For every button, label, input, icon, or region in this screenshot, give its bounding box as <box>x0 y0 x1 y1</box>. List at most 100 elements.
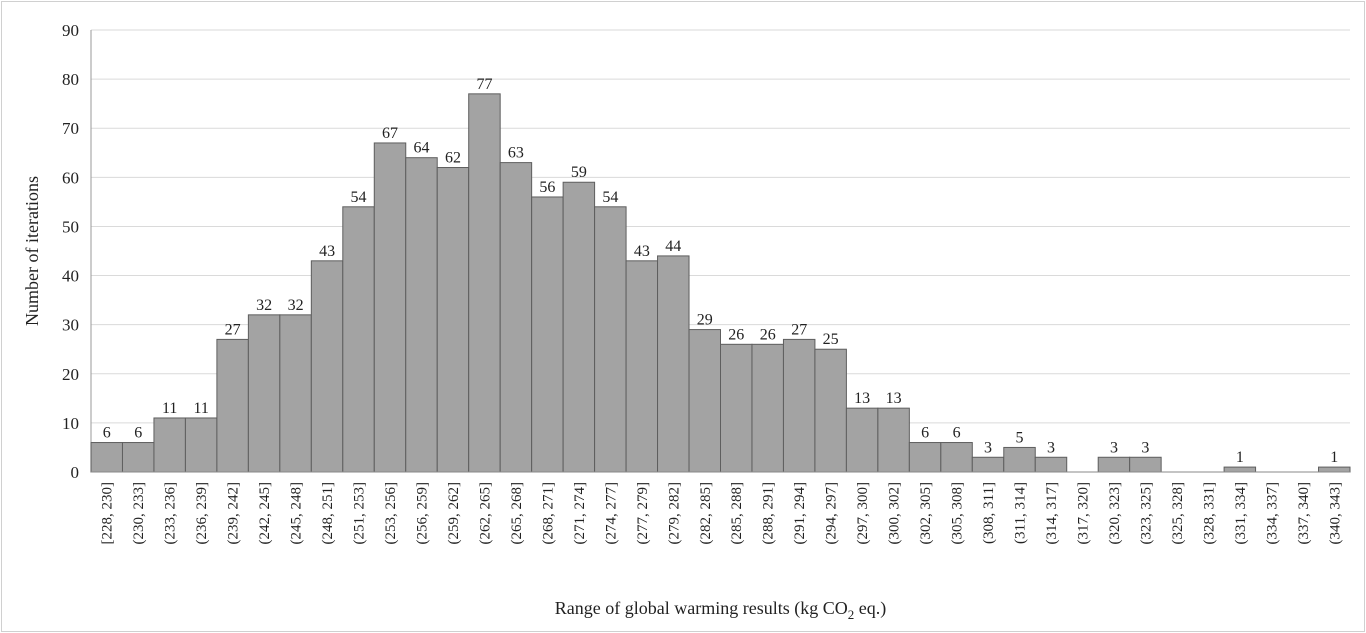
bar <box>531 196 564 473</box>
data-label: 32 <box>256 297 272 314</box>
x-tick-label: (230, 233] <box>131 482 147 545</box>
data-label: 63 <box>508 145 524 162</box>
data-label: 26 <box>728 326 744 343</box>
x-tick-label: (288, 291] <box>761 482 777 545</box>
y-tick-label: 40 <box>62 267 79 286</box>
data-label: 29 <box>697 312 713 329</box>
x-tick-label: (242, 245] <box>257 482 273 545</box>
data-label: 3 <box>1141 439 1149 456</box>
bar <box>1318 466 1351 473</box>
bar <box>1129 456 1162 473</box>
x-tick-label: (268, 271] <box>540 482 556 545</box>
data-label: 6 <box>921 425 929 442</box>
x-tick-label: (245, 248] <box>289 482 305 545</box>
bar <box>751 343 784 473</box>
x-tick-label: (340, 343] <box>1327 482 1343 545</box>
x-tick-label: (300, 302] <box>887 482 903 545</box>
x-tick-label: (323, 325] <box>1138 482 1154 545</box>
x-tick-label: (297, 300] <box>855 482 871 545</box>
bar <box>279 314 312 473</box>
x-tick-label: (239, 242] <box>226 482 242 545</box>
bar <box>468 93 501 473</box>
bar <box>688 329 722 473</box>
x-tick-label: (294, 297] <box>824 482 840 545</box>
y-tick-label: 90 <box>62 21 79 40</box>
data-label: 3 <box>984 439 992 456</box>
x-tick-label: (271, 274] <box>572 482 588 545</box>
x-tick-label: (282, 285] <box>698 482 714 545</box>
bar <box>216 338 249 473</box>
data-label: 43 <box>319 243 335 260</box>
y-axis-title: Number of iterations <box>22 176 42 326</box>
x-axis-title-part: Range of global warming results (kg CO <box>555 598 848 619</box>
bar <box>247 314 281 473</box>
x-tick-label: (325, 328] <box>1170 482 1186 545</box>
y-tick-label: 10 <box>62 414 79 433</box>
data-label: 5 <box>1016 429 1024 446</box>
x-tick-label: (317, 320] <box>1075 482 1091 545</box>
bar <box>436 167 470 473</box>
bar <box>373 142 407 473</box>
bar <box>153 417 186 473</box>
bar <box>342 206 375 473</box>
x-tick-label: (334, 337] <box>1264 482 1280 545</box>
data-label: 27 <box>791 321 807 338</box>
data-label: 13 <box>854 390 870 407</box>
y-tick-label: 80 <box>62 70 79 89</box>
y-tick-label: 0 <box>71 463 80 482</box>
data-label: 27 <box>225 321 241 338</box>
data-label: 67 <box>382 125 398 142</box>
x-tick-label: (259, 262] <box>446 482 462 544</box>
x-tick-label: (265, 268] <box>509 482 525 545</box>
data-label: 56 <box>539 179 555 196</box>
bar <box>1097 456 1131 473</box>
data-label: 3 <box>1047 439 1055 456</box>
x-tick-label: (256, 259] <box>414 482 430 545</box>
x-tick-label: (277, 279] <box>635 482 651 545</box>
bar <box>908 442 942 473</box>
y-tick-label: 60 <box>62 168 79 187</box>
bar <box>594 206 627 473</box>
y-tick-label: 30 <box>62 316 79 335</box>
data-label: 11 <box>193 400 208 417</box>
data-label: 43 <box>634 243 650 260</box>
bar <box>720 343 753 473</box>
x-tick-label: (302, 305] <box>918 482 934 545</box>
y-tick-label: 20 <box>62 365 79 384</box>
data-label: 6 <box>134 425 142 442</box>
x-tick-label: (308, 311] <box>981 482 997 544</box>
bar <box>184 417 218 473</box>
bar <box>405 157 438 473</box>
x-tick-label: [228, 230] <box>100 482 116 545</box>
x-tick-label: (331, 334] <box>1233 482 1249 545</box>
bar <box>877 407 910 473</box>
data-label: 54 <box>351 189 367 206</box>
data-label: 11 <box>162 400 177 417</box>
x-tick-label: (253, 256] <box>383 482 399 545</box>
y-tick-label: 70 <box>62 119 79 138</box>
bar <box>625 260 659 473</box>
data-label: 25 <box>823 331 839 348</box>
data-label: 26 <box>760 326 776 343</box>
data-label: 77 <box>476 76 492 93</box>
data-label: 6 <box>953 425 961 442</box>
bar <box>782 338 816 473</box>
x-tick-label: (274, 277] <box>603 482 619 545</box>
data-label: 62 <box>445 150 461 167</box>
x-tick-label: (337, 340] <box>1296 482 1312 545</box>
bar <box>814 348 847 473</box>
bar <box>1003 446 1036 473</box>
x-tick-label: (314, 317] <box>1044 482 1060 545</box>
data-label: 1 <box>1330 449 1338 466</box>
x-tick-label: (262, 265] <box>477 482 493 545</box>
bar <box>121 442 155 473</box>
x-tick-label: (305, 308] <box>950 482 966 545</box>
x-tick-label: (233, 236] <box>163 482 179 545</box>
x-tick-label: (320, 323] <box>1107 482 1123 545</box>
y-tick-label: 50 <box>62 217 79 236</box>
x-tick-label: (291, 294] <box>792 482 808 545</box>
x-tick-label: (248, 251] <box>320 482 336 545</box>
